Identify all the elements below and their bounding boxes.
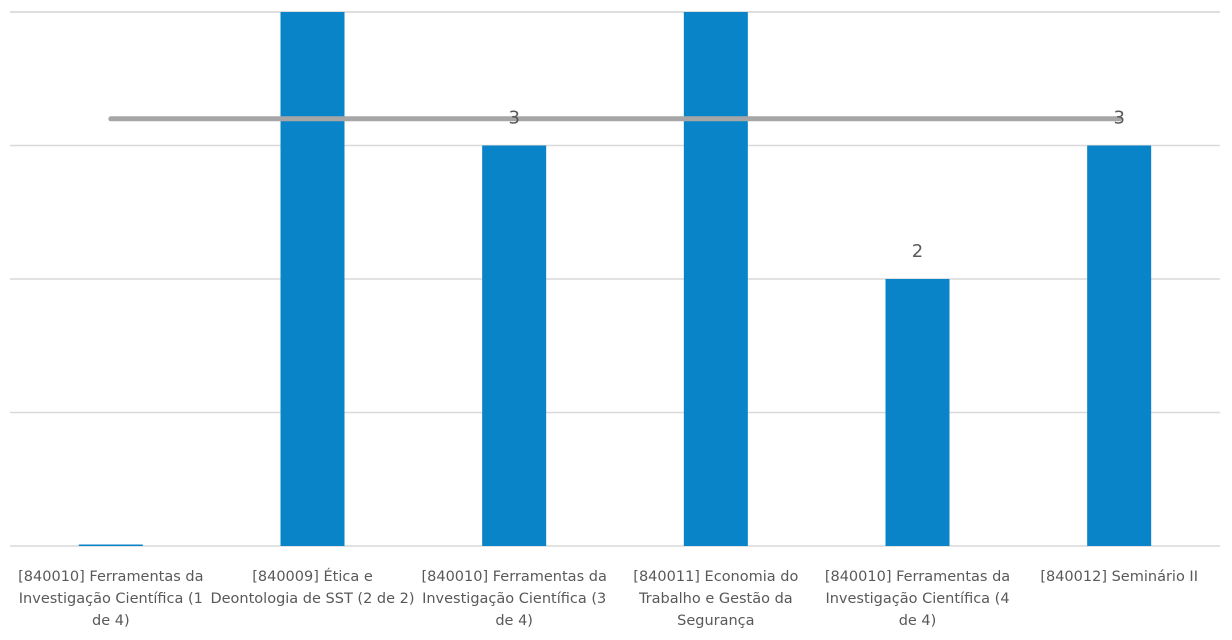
data-label: 3 xyxy=(1113,108,1124,129)
category-label: [840012] Seminário II xyxy=(1040,569,1198,585)
bar xyxy=(280,12,345,546)
category-label: [840011] Economia do Trabalho e Gestão d… xyxy=(633,569,799,629)
category-label: [840009] Ética e Deontologia de SST (2 d… xyxy=(210,569,415,607)
gridlines xyxy=(10,11,1220,547)
bars xyxy=(78,12,1152,546)
category-label: [840010] Ferramentas da Investigação Cie… xyxy=(824,569,1011,629)
bar xyxy=(683,12,748,546)
bar xyxy=(78,544,143,546)
data-label: 2 xyxy=(912,241,923,262)
bar xyxy=(885,279,950,546)
bar xyxy=(482,145,547,546)
bar xyxy=(1087,145,1152,546)
data-label: 3 xyxy=(508,108,519,129)
category-label: [840010] Ferramentas da Investigação Cie… xyxy=(18,569,204,629)
data-labels: 43423 xyxy=(508,108,1124,263)
category-label: [840010] Ferramentas da Investigação Cie… xyxy=(421,569,607,629)
